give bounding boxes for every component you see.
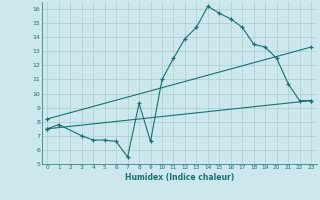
X-axis label: Humidex (Indice chaleur): Humidex (Indice chaleur) xyxy=(124,173,234,182)
